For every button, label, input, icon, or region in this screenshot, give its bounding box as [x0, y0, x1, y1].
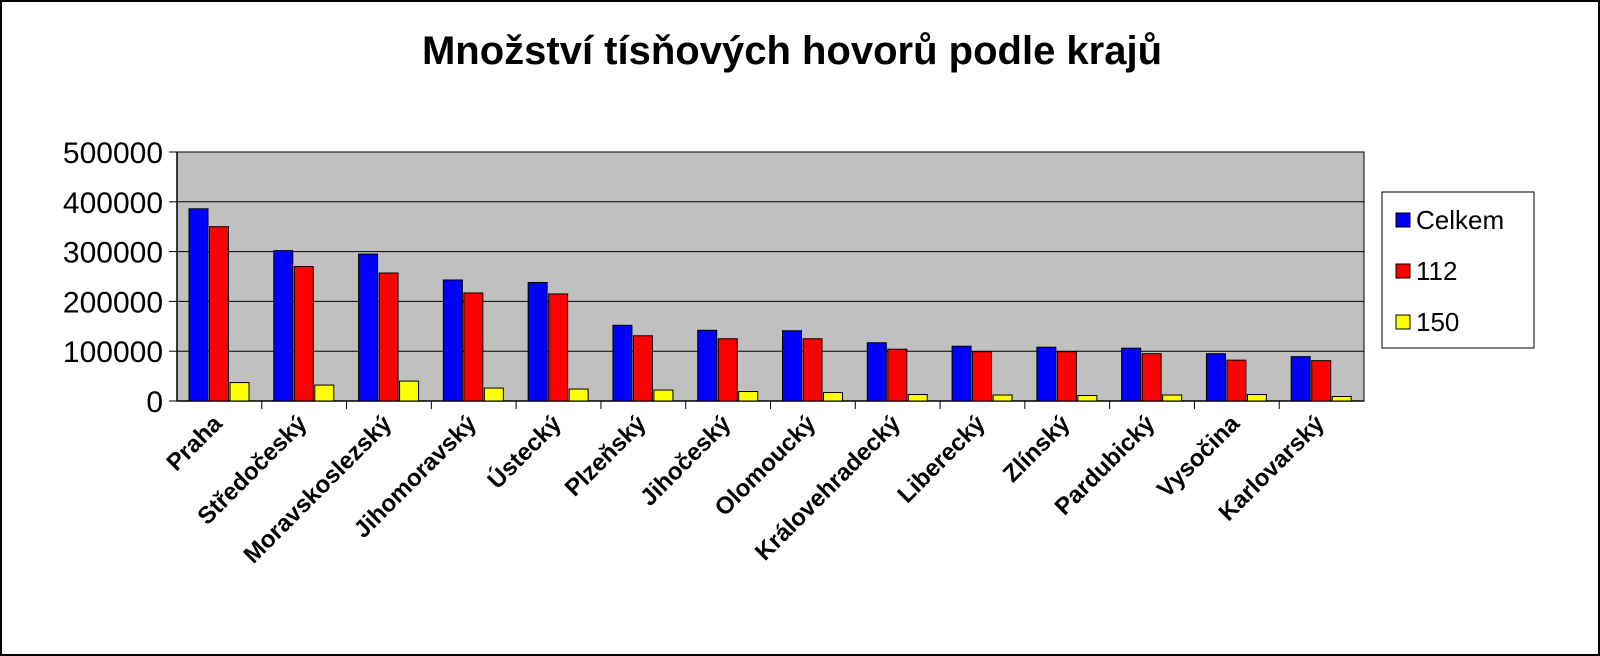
- y-tick-label: 0: [146, 386, 163, 419]
- bar-150-Královehradecký: [907, 394, 928, 402]
- bar-Celkem-Vysočina: [1205, 353, 1226, 402]
- bar-Celkem-Olomoucký: [782, 330, 802, 402]
- bar-112-Olomoucký: [802, 338, 823, 402]
- bar-112-Pardubický: [1141, 353, 1162, 402]
- legend-label-112: 112: [1416, 256, 1457, 286]
- bar-150-Jihočeský: [738, 391, 759, 402]
- bar-112-Zlínský: [1056, 351, 1077, 402]
- bar-Celkem-Pardubický: [1121, 347, 1142, 402]
- bar-150-Jihomoravský: [483, 387, 504, 402]
- bar-112-Karlovarský: [1311, 360, 1332, 402]
- bar-112-Plzeňský: [632, 335, 653, 402]
- chart-title: Množství tísňových hovorů podle krajů: [422, 29, 1162, 73]
- bar-150-Pardubický: [1162, 394, 1183, 402]
- y-tick-label: 300000: [63, 237, 163, 270]
- plot-background: [176, 151, 1365, 402]
- y-tick-label: 100000: [63, 336, 163, 369]
- bar-Celkem-Královehradecký: [866, 342, 887, 402]
- legend-swatch-Celkem: [1395, 212, 1411, 228]
- y-tick-label: 200000: [63, 286, 163, 319]
- bar-150-Vysočina: [1246, 394, 1267, 402]
- bar-150-Plzeňský: [653, 389, 674, 402]
- bar-Celkem-Ústecký: [527, 281, 548, 402]
- bar-150-Olomoucký: [823, 392, 843, 402]
- legend-swatch-150: [1395, 314, 1411, 330]
- bar-150-Praha: [229, 382, 250, 402]
- bar-150-Karlovarský: [1331, 396, 1352, 402]
- legend-swatch-112: [1395, 263, 1411, 279]
- bar-Celkem-Moravskoslezský: [358, 253, 379, 402]
- bar-Celkem-Středočeský: [273, 250, 294, 402]
- bar-112-Jihočeský: [717, 338, 738, 402]
- legend-label-150: 150: [1416, 307, 1459, 337]
- bar-150-Ústecký: [568, 388, 589, 402]
- bar-112-Středočeský: [293, 266, 314, 402]
- bar-112-Ústecký: [548, 293, 569, 402]
- bar-150-Středočeský: [314, 384, 335, 402]
- bar-112-Jihomoravský: [463, 292, 484, 402]
- bar-Celkem-Plzeňský: [612, 324, 633, 402]
- bar-Celkem-Jihomoravský: [442, 279, 463, 402]
- bar-Celkem-Praha: [188, 208, 209, 402]
- legend-label-Celkem: Celkem: [1416, 205, 1504, 235]
- bar-150-Liberecký: [992, 394, 1013, 402]
- bar-112-Vysočina: [1226, 359, 1247, 402]
- legend: Celkem 112 150: [1381, 191, 1535, 349]
- bar-Celkem-Karlovarský: [1290, 356, 1311, 402]
- bar-150-Zlínský: [1077, 395, 1098, 402]
- bar-112-Královehradecký: [887, 348, 908, 402]
- bar-112-Moravskoslezský: [378, 272, 399, 402]
- y-tick-label: 400000: [63, 187, 163, 220]
- bar-112-Praha: [209, 226, 229, 402]
- y-tick-label: 500000: [63, 137, 163, 170]
- bar-Celkem-Liberecký: [951, 345, 972, 402]
- bar-Celkem-Jihočeský: [697, 329, 718, 402]
- bar-112-Liberecký: [972, 351, 993, 402]
- bar-Celkem-Zlínský: [1036, 346, 1057, 402]
- bar-150-Moravskoslezský: [399, 380, 420, 402]
